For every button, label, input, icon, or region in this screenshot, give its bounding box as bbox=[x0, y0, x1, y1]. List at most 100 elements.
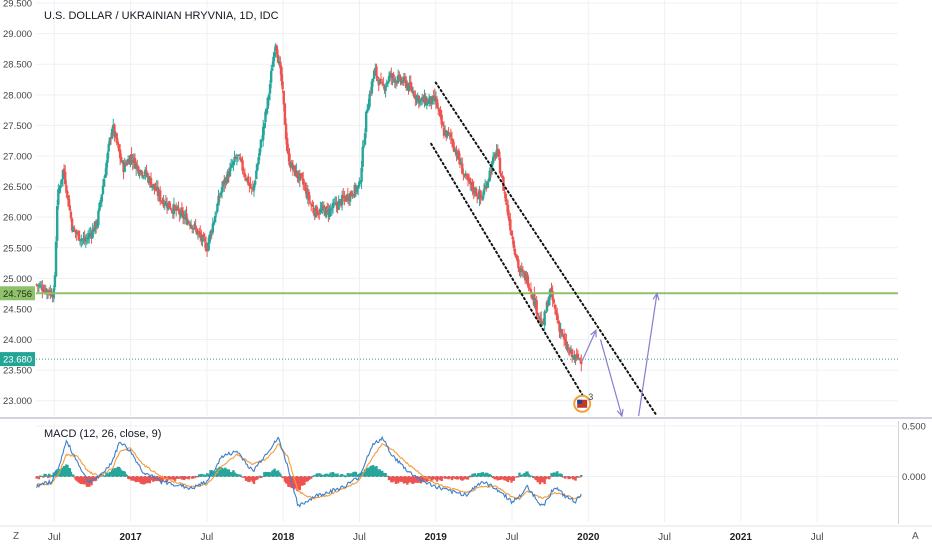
candle-body bbox=[318, 212, 321, 215]
macd-histogram-bar bbox=[549, 476, 552, 478]
candle-body bbox=[267, 94, 271, 100]
candle-body bbox=[213, 215, 217, 223]
candle-body bbox=[137, 166, 140, 174]
price-tick-label: 28.000 bbox=[3, 90, 32, 101]
candle-body bbox=[553, 304, 557, 309]
candle-body bbox=[560, 329, 564, 336]
candle-body bbox=[340, 195, 344, 206]
candle-body bbox=[133, 158, 137, 169]
candle-body bbox=[220, 187, 224, 193]
candle-body bbox=[104, 174, 107, 178]
macd-histogram-bar bbox=[203, 476, 207, 478]
candle-body bbox=[276, 54, 280, 63]
macd-histogram-bar bbox=[41, 475, 44, 477]
candle-body bbox=[91, 228, 94, 238]
timezone-button[interactable]: Z bbox=[13, 531, 20, 542]
candle-body bbox=[149, 177, 153, 188]
price-tick-label: 25.000 bbox=[3, 274, 32, 285]
candle-body bbox=[259, 139, 263, 149]
drawing-tools[interactable]: 3 bbox=[430, 81, 660, 418]
macd-histogram-bar bbox=[575, 476, 578, 478]
candle-body bbox=[163, 204, 166, 206]
candle-body bbox=[281, 81, 284, 90]
candle-body bbox=[486, 182, 489, 188]
candle-body bbox=[284, 123, 288, 140]
macd-histogram-bar bbox=[517, 476, 520, 478]
candle-body bbox=[499, 173, 503, 177]
candle-body bbox=[572, 355, 575, 358]
candle-body bbox=[192, 228, 195, 230]
candle-body bbox=[58, 187, 61, 191]
candle-body bbox=[387, 76, 391, 82]
candle-body bbox=[338, 199, 342, 201]
macd-histogram-bar bbox=[49, 476, 52, 478]
candle-body bbox=[177, 207, 180, 211]
macd-histogram-bar bbox=[69, 471, 73, 477]
macd-histogram-bar bbox=[239, 474, 242, 477]
candle-body bbox=[517, 259, 520, 268]
candle-body bbox=[466, 175, 470, 181]
candle-body bbox=[308, 201, 312, 203]
macd-histogram-bar bbox=[494, 476, 497, 480]
horizontal-levels[interactable]: 24.756 23.680 bbox=[0, 286, 898, 367]
chart-grid bbox=[36, 0, 898, 522]
price-tick-label: 26.500 bbox=[3, 182, 32, 193]
candle-body bbox=[536, 313, 539, 316]
macd-histogram-bar bbox=[332, 473, 336, 477]
macd-histogram-bar bbox=[532, 476, 535, 479]
candle-body bbox=[418, 99, 422, 103]
candle-body bbox=[311, 204, 314, 207]
candle-body bbox=[435, 99, 439, 108]
time-tick-label: 2020 bbox=[577, 532, 600, 543]
macd-histogram-bar bbox=[443, 476, 447, 479]
macd-histogram-bar bbox=[527, 473, 530, 477]
candle-body bbox=[102, 178, 106, 187]
candle-body bbox=[562, 334, 566, 340]
candle-body bbox=[59, 185, 62, 188]
candle-body bbox=[427, 99, 431, 105]
candle-body bbox=[441, 123, 445, 127]
candle-body bbox=[545, 301, 549, 312]
price-tick-label: 28.500 bbox=[3, 60, 32, 71]
candle-body bbox=[169, 207, 172, 210]
candle-body bbox=[74, 230, 77, 233]
candle-body bbox=[449, 134, 453, 137]
candle-body bbox=[130, 154, 133, 159]
macd-histogram-bar bbox=[354, 471, 358, 477]
candle-body bbox=[142, 175, 146, 177]
candle-body bbox=[257, 157, 260, 165]
candle-body bbox=[528, 288, 531, 290]
candle-body bbox=[64, 171, 67, 185]
candle-body bbox=[580, 361, 583, 365]
candle-body bbox=[505, 203, 509, 205]
candle-body bbox=[552, 299, 556, 303]
candle-body bbox=[471, 181, 474, 190]
macd-indicator: 0.500 0.000 bbox=[35, 422, 926, 508]
arrow-head bbox=[652, 292, 660, 301]
macd-histogram-bar bbox=[47, 473, 51, 477]
candle-body bbox=[392, 74, 395, 79]
macd-histogram-bar bbox=[470, 476, 473, 478]
candle-body bbox=[335, 202, 338, 206]
candle-body bbox=[249, 183, 252, 188]
candle-body bbox=[78, 240, 82, 242]
candle-body bbox=[376, 76, 379, 79]
candle-body bbox=[366, 109, 369, 113]
auto-scale-button[interactable]: A bbox=[912, 531, 919, 542]
price-tick-label: 29.500 bbox=[3, 0, 32, 10]
candle-body bbox=[481, 196, 485, 200]
candle-body bbox=[529, 289, 533, 294]
price-tick-label: 25.500 bbox=[3, 243, 32, 254]
candle-body bbox=[558, 322, 561, 332]
candle-body bbox=[255, 170, 258, 180]
macd-histogram-bar bbox=[319, 473, 322, 477]
candle-body bbox=[513, 248, 517, 255]
price-tick-label: 24.500 bbox=[3, 304, 32, 315]
macd-histogram-bar bbox=[512, 476, 515, 481]
candle-body bbox=[134, 163, 138, 169]
candle-body bbox=[352, 196, 355, 198]
macd-histogram-bar bbox=[258, 475, 261, 477]
candle-body bbox=[485, 186, 488, 189]
candle-body bbox=[141, 176, 145, 178]
